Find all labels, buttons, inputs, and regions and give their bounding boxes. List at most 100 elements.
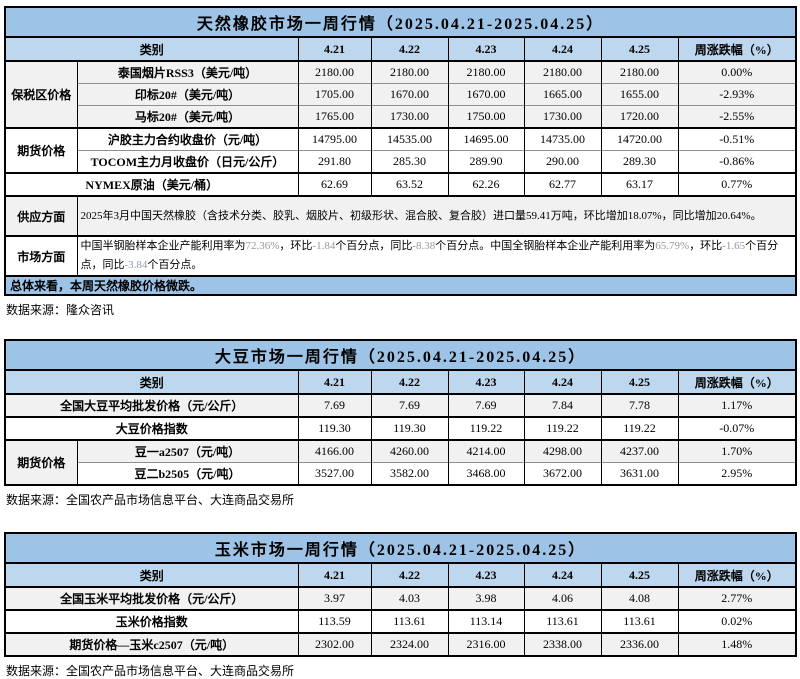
soybean-table: 大豆市场一周行情（2025.04.21-2025.04.25） 类别 4.21 … — [4, 339, 798, 486]
column-header-date: 4.24 — [523, 36, 602, 61]
row-label: 豆二b2505（元/吨） — [76, 462, 299, 485]
column-header-change: 周涨跌幅（%） — [677, 562, 797, 587]
market-row: 市场方面 中国半钢胎样本企业产能利用率为72.36%，环比-1.84个百分点，同… — [4, 235, 797, 276]
column-header-date: 4.24 — [523, 562, 602, 587]
value-cell: 2302.00 — [297, 632, 372, 656]
value-cell: 63.17 — [600, 172, 679, 196]
value-cell: 113.14 — [447, 609, 525, 633]
value-cell: 1720.00 — [600, 105, 679, 128]
corn-table: 玉米市场一周行情（2025.04.21-2025.04.25） 类别 4.21 … — [4, 532, 798, 657]
column-header-date: 4.25 — [600, 369, 679, 394]
column-header-date: 4.21 — [297, 369, 372, 394]
column-header-date: 4.25 — [600, 36, 679, 61]
table-row: 全国玉米平均批发价格（元/公斤） 3.97 4.03 3.98 4.06 4.0… — [4, 586, 797, 610]
value-cell: 1665.00 — [523, 83, 602, 106]
value-cell: 14795.00 — [297, 127, 372, 151]
corn-section: 玉米市场一周行情（2025.04.21-2025.04.25） 类别 4.21 … — [4, 532, 798, 678]
change-cell: 1.17% — [677, 393, 797, 417]
value-cell: 3527.00 — [297, 462, 372, 485]
table-row: TOCOM主力月收盘价（日元/公斤） 291.80 285.30 289.90 … — [5, 150, 797, 173]
row-label: 印标20#（美元/吨） — [76, 83, 299, 106]
value-cell: 3582.00 — [370, 462, 449, 485]
supply-section-text: 2025年3月中国天然橡胶（含技术分类、胶乳、烟胶片、初级形状、混合胶、复合胶）… — [76, 195, 797, 236]
value-cell: 4.08 — [600, 586, 679, 610]
rubber-section: 天然橡胶市场一周行情（2025.04.21-2025.04.25） 类别 4.2… — [4, 6, 798, 339]
row-label: NYMEX原油（美元/桶） — [4, 172, 299, 196]
value-cell: 2324.00 — [370, 632, 449, 656]
value-cell: 2180.00 — [600, 60, 679, 84]
row-label: 大豆价格指数 — [4, 416, 299, 440]
column-header-date: 4.25 — [600, 562, 679, 587]
value-cell: 62.26 — [447, 172, 525, 196]
change-cell: -0.51% — [677, 127, 797, 151]
value-cell: 1750.00 — [447, 105, 525, 128]
column-header-date: 4.23 — [447, 369, 525, 394]
value-cell: 119.30 — [297, 416, 372, 440]
value-cell: 4214.00 — [447, 439, 525, 463]
value-cell: 289.30 — [600, 150, 679, 173]
row-group-label: 期货价格 — [4, 439, 78, 485]
value-cell: 3631.00 — [600, 462, 679, 485]
column-header-date: 4.21 — [297, 36, 372, 61]
column-header-date: 4.21 — [297, 562, 372, 587]
value-cell: 113.61 — [523, 609, 602, 633]
market-section-label: 市场方面 — [4, 235, 78, 276]
value-cell: 2180.00 — [297, 60, 372, 84]
table-row: 期货价格 沪胶主力合约收盘价（元/吨） 14795.00 14535.00 14… — [4, 127, 797, 173]
value-cell: 4.03 — [370, 586, 449, 610]
value-cell: 119.22 — [447, 416, 525, 440]
value-cell: 14535.00 — [370, 127, 449, 151]
table-title: 玉米市场一周行情（2025.04.21-2025.04.25） — [4, 532, 797, 563]
table-title: 大豆市场一周行情（2025.04.21-2025.04.25） — [4, 339, 797, 370]
table-row: 保税区价格 泰国烟片RSS3（美元/吨） 2180.00 2180.00 218… — [4, 60, 797, 128]
table-row: 马标20#（美元/吨） 1765.00 1730.00 1750.00 1730… — [5, 105, 797, 128]
value-cell: 1730.00 — [523, 105, 602, 128]
column-header-category: 类别 — [4, 369, 299, 394]
column-header-category: 类别 — [4, 36, 299, 61]
value-cell: 2180.00 — [370, 60, 449, 84]
value-cell: 7.78 — [600, 393, 679, 417]
column-header-date: 4.24 — [523, 369, 602, 394]
column-header-change: 周涨跌幅（%） — [677, 369, 797, 394]
spacer — [4, 316, 795, 339]
value-cell: 2180.00 — [523, 60, 602, 84]
rubber-table: 天然橡胶市场一周行情（2025.04.21-2025.04.25） 类别 4.2… — [4, 6, 798, 296]
row-label: 玉米价格指数 — [4, 609, 299, 633]
change-cell: 1.70% — [677, 439, 797, 463]
value-cell: 4260.00 — [370, 439, 449, 463]
table-row: 玉米价格指数 113.59 113.61 113.14 113.61 113.6… — [4, 609, 797, 633]
value-cell: 1670.00 — [370, 83, 449, 106]
row-label: 豆一a2507（元/吨） — [76, 439, 299, 463]
value-cell: 2338.00 — [523, 632, 602, 656]
row-label: 沪胶主力合约收盘价（元/吨） — [76, 127, 299, 151]
spacer — [4, 506, 795, 532]
table-row: 全国大豆平均批发价格（元/公斤） 7.69 7.69 7.69 7.84 7.7… — [4, 393, 797, 417]
table-row: 大豆价格指数 119.30 119.30 119.22 119.22 119.2… — [4, 416, 797, 440]
value-cell: 3.97 — [297, 586, 372, 610]
change-cell: -0.86% — [677, 150, 797, 173]
table-row: 印标20#（美元/吨） 1705.00 1670.00 1670.00 1665… — [5, 83, 797, 106]
value-cell: 4237.00 — [600, 439, 679, 463]
column-header-date: 4.22 — [370, 36, 449, 61]
value-cell: 2180.00 — [447, 60, 525, 84]
change-cell: -2.93% — [677, 83, 797, 106]
value-cell: 2336.00 — [600, 632, 679, 656]
value-cell: 1655.00 — [600, 83, 679, 106]
column-header-change: 周涨跌幅（%） — [677, 36, 797, 61]
data-source-note: 数据来源：全国农产品市场信息平台、大连商品交易所 — [6, 493, 295, 507]
change-cell: 0.77% — [677, 172, 797, 196]
value-cell: 14695.00 — [447, 127, 525, 151]
value-cell: 14720.00 — [600, 127, 679, 151]
value-cell: 113.59 — [297, 609, 372, 633]
value-cell: 4.06 — [523, 586, 602, 610]
value-cell: 4298.00 — [523, 439, 602, 463]
value-cell: 2316.00 — [447, 632, 525, 656]
value-cell: 1765.00 — [297, 105, 372, 128]
row-label: 泰国烟片RSS3（美元/吨） — [76, 60, 299, 84]
value-cell: 3672.00 — [523, 462, 602, 485]
value-cell: 7.69 — [297, 393, 372, 417]
row-label: 全国大豆平均批发价格（元/公斤） — [4, 393, 299, 417]
value-cell: 1705.00 — [297, 83, 372, 106]
column-header-category: 类别 — [4, 562, 299, 587]
